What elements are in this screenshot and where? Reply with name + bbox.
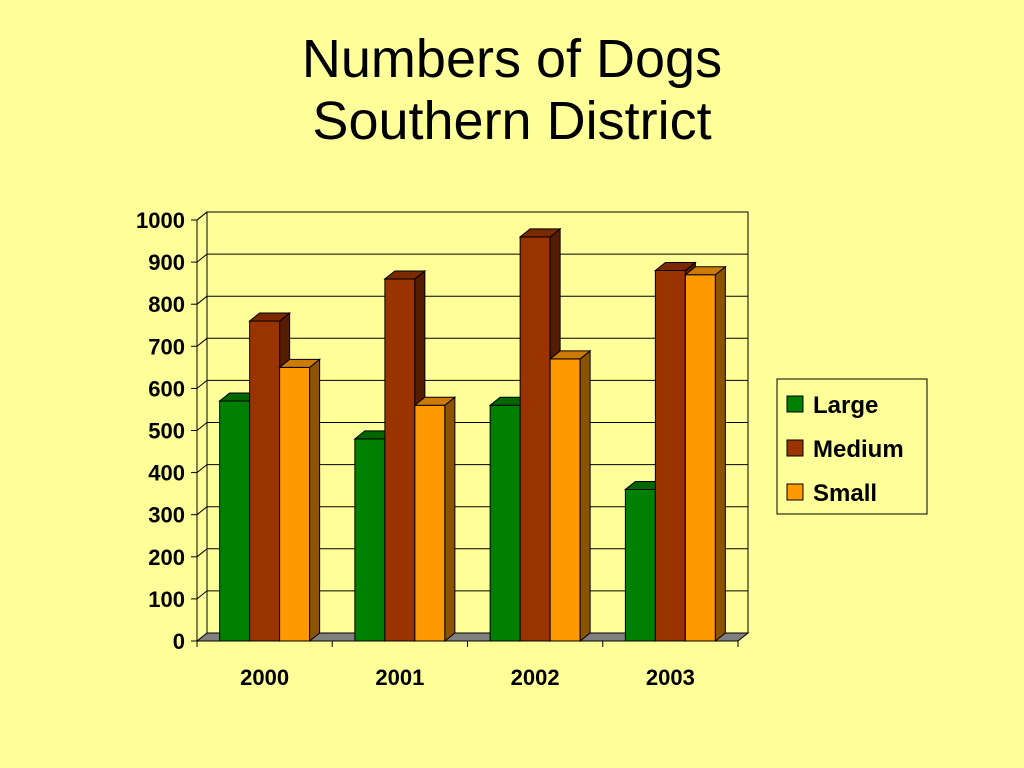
bar-front (414, 404, 446, 642)
bar-top (548, 350, 592, 360)
y-tick-label: 300 (148, 503, 185, 528)
bar-front (519, 236, 551, 642)
x-axis: 2000 2001 2002 2003 (196, 640, 739, 690)
y-tick-label: 200 (148, 545, 185, 570)
bar-top (383, 270, 427, 280)
bar-small (413, 396, 457, 643)
bar-side (444, 396, 456, 643)
x-tick-label: 2003 (646, 665, 695, 690)
y-tick-label: 400 (148, 461, 185, 486)
bar-front (219, 400, 251, 642)
bar-side (714, 265, 726, 643)
bar-front (384, 278, 416, 642)
gridline-connector (196, 506, 208, 516)
gridline-connector (196, 548, 208, 558)
y-tick-label: 0 (173, 629, 185, 654)
legend-swatch (786, 483, 804, 501)
bar-front (249, 320, 281, 642)
y-axis: 0 100 200 300 400 500 600 700 800 900 1000 (136, 208, 208, 654)
bar-side (579, 349, 591, 643)
legend-swatch (786, 395, 804, 413)
bar-top (413, 396, 457, 406)
gridline-connector (196, 253, 208, 263)
y-tick-label: 1000 (136, 208, 185, 233)
legend: Large Medium Small (776, 378, 928, 515)
bar-front (549, 358, 581, 642)
chart-title-line-1: Numbers of Dogs (301, 29, 723, 89)
y-tick-label: 100 (148, 587, 185, 612)
legend-label: Small (813, 480, 877, 507)
bar-top (278, 358, 322, 368)
gridline-connector (196, 590, 208, 600)
y-tick-label: 700 (148, 334, 185, 359)
legend-item-large: Large (786, 392, 878, 419)
x-tick-label: 2002 (511, 665, 560, 690)
y-axis-top-connector (196, 211, 208, 221)
bar-front (279, 366, 311, 642)
x-tick-label: 2000 (240, 665, 289, 690)
bar-side (309, 358, 321, 643)
legend-label: Large (813, 392, 878, 419)
chart-title: Numbers of Dogs Southern District (0, 28, 1024, 152)
bar-small (278, 358, 322, 643)
chart-title-line-2: Southern District (312, 91, 712, 151)
bar-small (548, 349, 592, 643)
gridline-connector (196, 337, 208, 347)
bar-front (354, 438, 386, 642)
bar-front (489, 404, 521, 642)
bar-top (518, 228, 562, 238)
y-tick-label: 600 (148, 376, 185, 401)
y-tick-label: 500 (148, 419, 185, 444)
bar-front (654, 270, 686, 642)
gridline-connector (196, 295, 208, 305)
bar-top (653, 262, 697, 272)
x-tick-label: 2001 (375, 665, 424, 690)
bar-front (624, 488, 656, 642)
bar-small (683, 265, 727, 643)
legend-item-small: Small (786, 480, 877, 507)
gridline-connector (196, 464, 208, 473)
bar-top (248, 312, 292, 322)
bar-top (683, 266, 727, 276)
gridline-connector (196, 422, 208, 431)
bar-front (684, 274, 716, 642)
gridline-connector (196, 380, 208, 389)
legend-swatch (786, 439, 804, 457)
y-tick-label: 800 (148, 292, 185, 317)
bar-series-group (218, 227, 727, 643)
legend-label: Medium (813, 436, 904, 463)
legend-item-medium: Medium (786, 436, 904, 463)
y-tick-label: 900 (148, 250, 185, 275)
